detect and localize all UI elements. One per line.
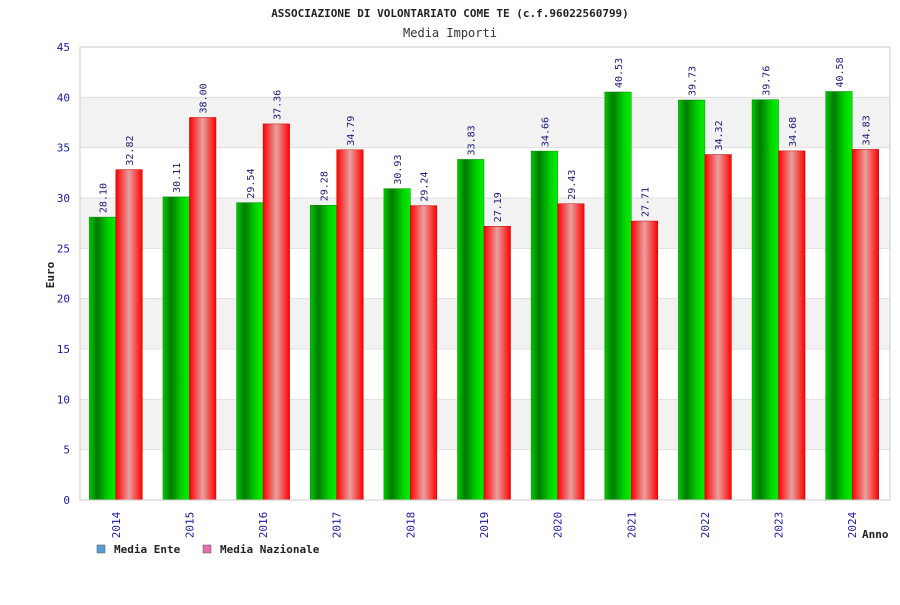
x-tick-label: 2020: [552, 512, 565, 539]
legend-swatch-media-ente: [96, 544, 106, 554]
x-tick-label: 2021: [625, 512, 638, 539]
y-tick-label: 20: [57, 293, 70, 306]
data-label: 34.66: [540, 117, 551, 147]
legend: Media Ente Media Nazionale: [96, 543, 320, 556]
bar-media-ente-2014: [89, 216, 117, 501]
data-label: 29.43: [567, 170, 578, 200]
data-label: 29.28: [319, 171, 330, 201]
data-label: 34.79: [346, 116, 357, 146]
data-label: 30.93: [393, 155, 404, 185]
data-label: 29.24: [420, 172, 431, 202]
x-tick-label: 2014: [110, 511, 123, 538]
data-label: 39.76: [761, 66, 772, 96]
bar-media-nazionale-2024: [851, 149, 879, 501]
x-tick-label: 2017: [331, 512, 344, 539]
data-label: 27.71: [641, 187, 652, 217]
bar-media-nazionale-2014: [115, 169, 143, 501]
data-label: 39.73: [688, 66, 699, 96]
bar-media-ente-2024: [825, 91, 853, 501]
y-tick-label: 45: [57, 41, 70, 54]
bar-media-ente-2022: [678, 99, 706, 501]
x-axis-ticks: 2014 2015 2016 2017 2018 2019 2020 2021 2022 2023…: [110, 511, 859, 538]
y-axis-ticks: 0 5 10 15 20 25 30 35 40 45: [57, 41, 70, 507]
x-tick-label: 2024: [846, 511, 859, 538]
x-tick-label: 2022: [699, 512, 712, 539]
chart-subtitle: Media Importi: [403, 26, 497, 40]
bar-media-ente-2020: [530, 150, 558, 501]
bar-media-nazionale-2017: [336, 149, 364, 501]
bar-media-nazionale-2022: [704, 154, 732, 501]
bar-media-nazionale-2016: [262, 123, 290, 501]
data-label: 28.10: [99, 183, 110, 213]
y-tick-label: 10: [57, 393, 70, 406]
bar-media-ente-2017: [309, 204, 337, 501]
bar-media-nazionale-2021: [631, 220, 659, 501]
bar-media-nazionale-2023: [778, 150, 806, 501]
x-tick-label: 2016: [257, 512, 270, 539]
y-tick-label: 5: [63, 444, 70, 457]
bar-media-ente-2018: [383, 188, 411, 501]
data-label: 29.54: [246, 169, 257, 199]
data-label: 38.00: [199, 83, 210, 113]
y-tick-label: 40: [57, 91, 70, 104]
value-labels: 28.10 32.82 30.11 38.00 29.54 37.36 29.28 34.79…: [99, 57, 873, 222]
legend-label-media-nazionale: Media Nazionale: [220, 543, 320, 556]
data-label: 32.82: [125, 136, 136, 166]
bar-media-ente-2019: [457, 159, 485, 501]
bar-media-nazionale-2019: [483, 226, 511, 501]
x-axis-label: Anno: [862, 528, 889, 541]
bar-media-ente-2023: [751, 99, 779, 501]
x-tick-label: 2019: [478, 512, 491, 539]
data-label: 34.68: [788, 117, 799, 147]
legend-swatch-media-nazionale: [202, 544, 212, 554]
bar-media-ente-2021: [604, 91, 632, 501]
data-label: 30.11: [172, 163, 183, 193]
data-label: 34.83: [861, 115, 872, 145]
x-tick-label: 2015: [183, 512, 196, 539]
bars: [89, 91, 879, 501]
data-label: 40.58: [835, 57, 846, 87]
bar-media-nazionale-2018: [410, 205, 438, 501]
legend-label-media-ente: Media Ente: [114, 543, 181, 556]
data-label: 40.53: [614, 58, 625, 88]
data-label: 27.19: [493, 192, 504, 222]
plot-band: [80, 47, 890, 98]
y-tick-label: 35: [57, 142, 70, 155]
plot-frame: [79, 46, 891, 501]
bar-media-ente-2016: [236, 202, 264, 501]
y-tick-label: 25: [57, 242, 70, 255]
data-label: 34.32: [714, 120, 725, 150]
data-label: 37.36: [272, 90, 283, 120]
bar-media-nazionale-2015: [189, 117, 217, 501]
bar-media-ente-2015: [162, 196, 190, 501]
bar-media-nazionale-2020: [557, 203, 585, 501]
data-label: 33.83: [467, 125, 478, 155]
x-tick-label: 2018: [404, 512, 417, 539]
y-axis-label: Euro: [44, 261, 57, 288]
y-tick-label: 15: [57, 343, 70, 356]
y-tick-label: 30: [57, 192, 70, 205]
x-tick-label: 2023: [773, 512, 786, 539]
chart-title: ASSOCIAZIONE DI VOLONTARIATO COME TE (c.…: [271, 7, 629, 20]
y-tick-label: 0: [63, 494, 70, 507]
